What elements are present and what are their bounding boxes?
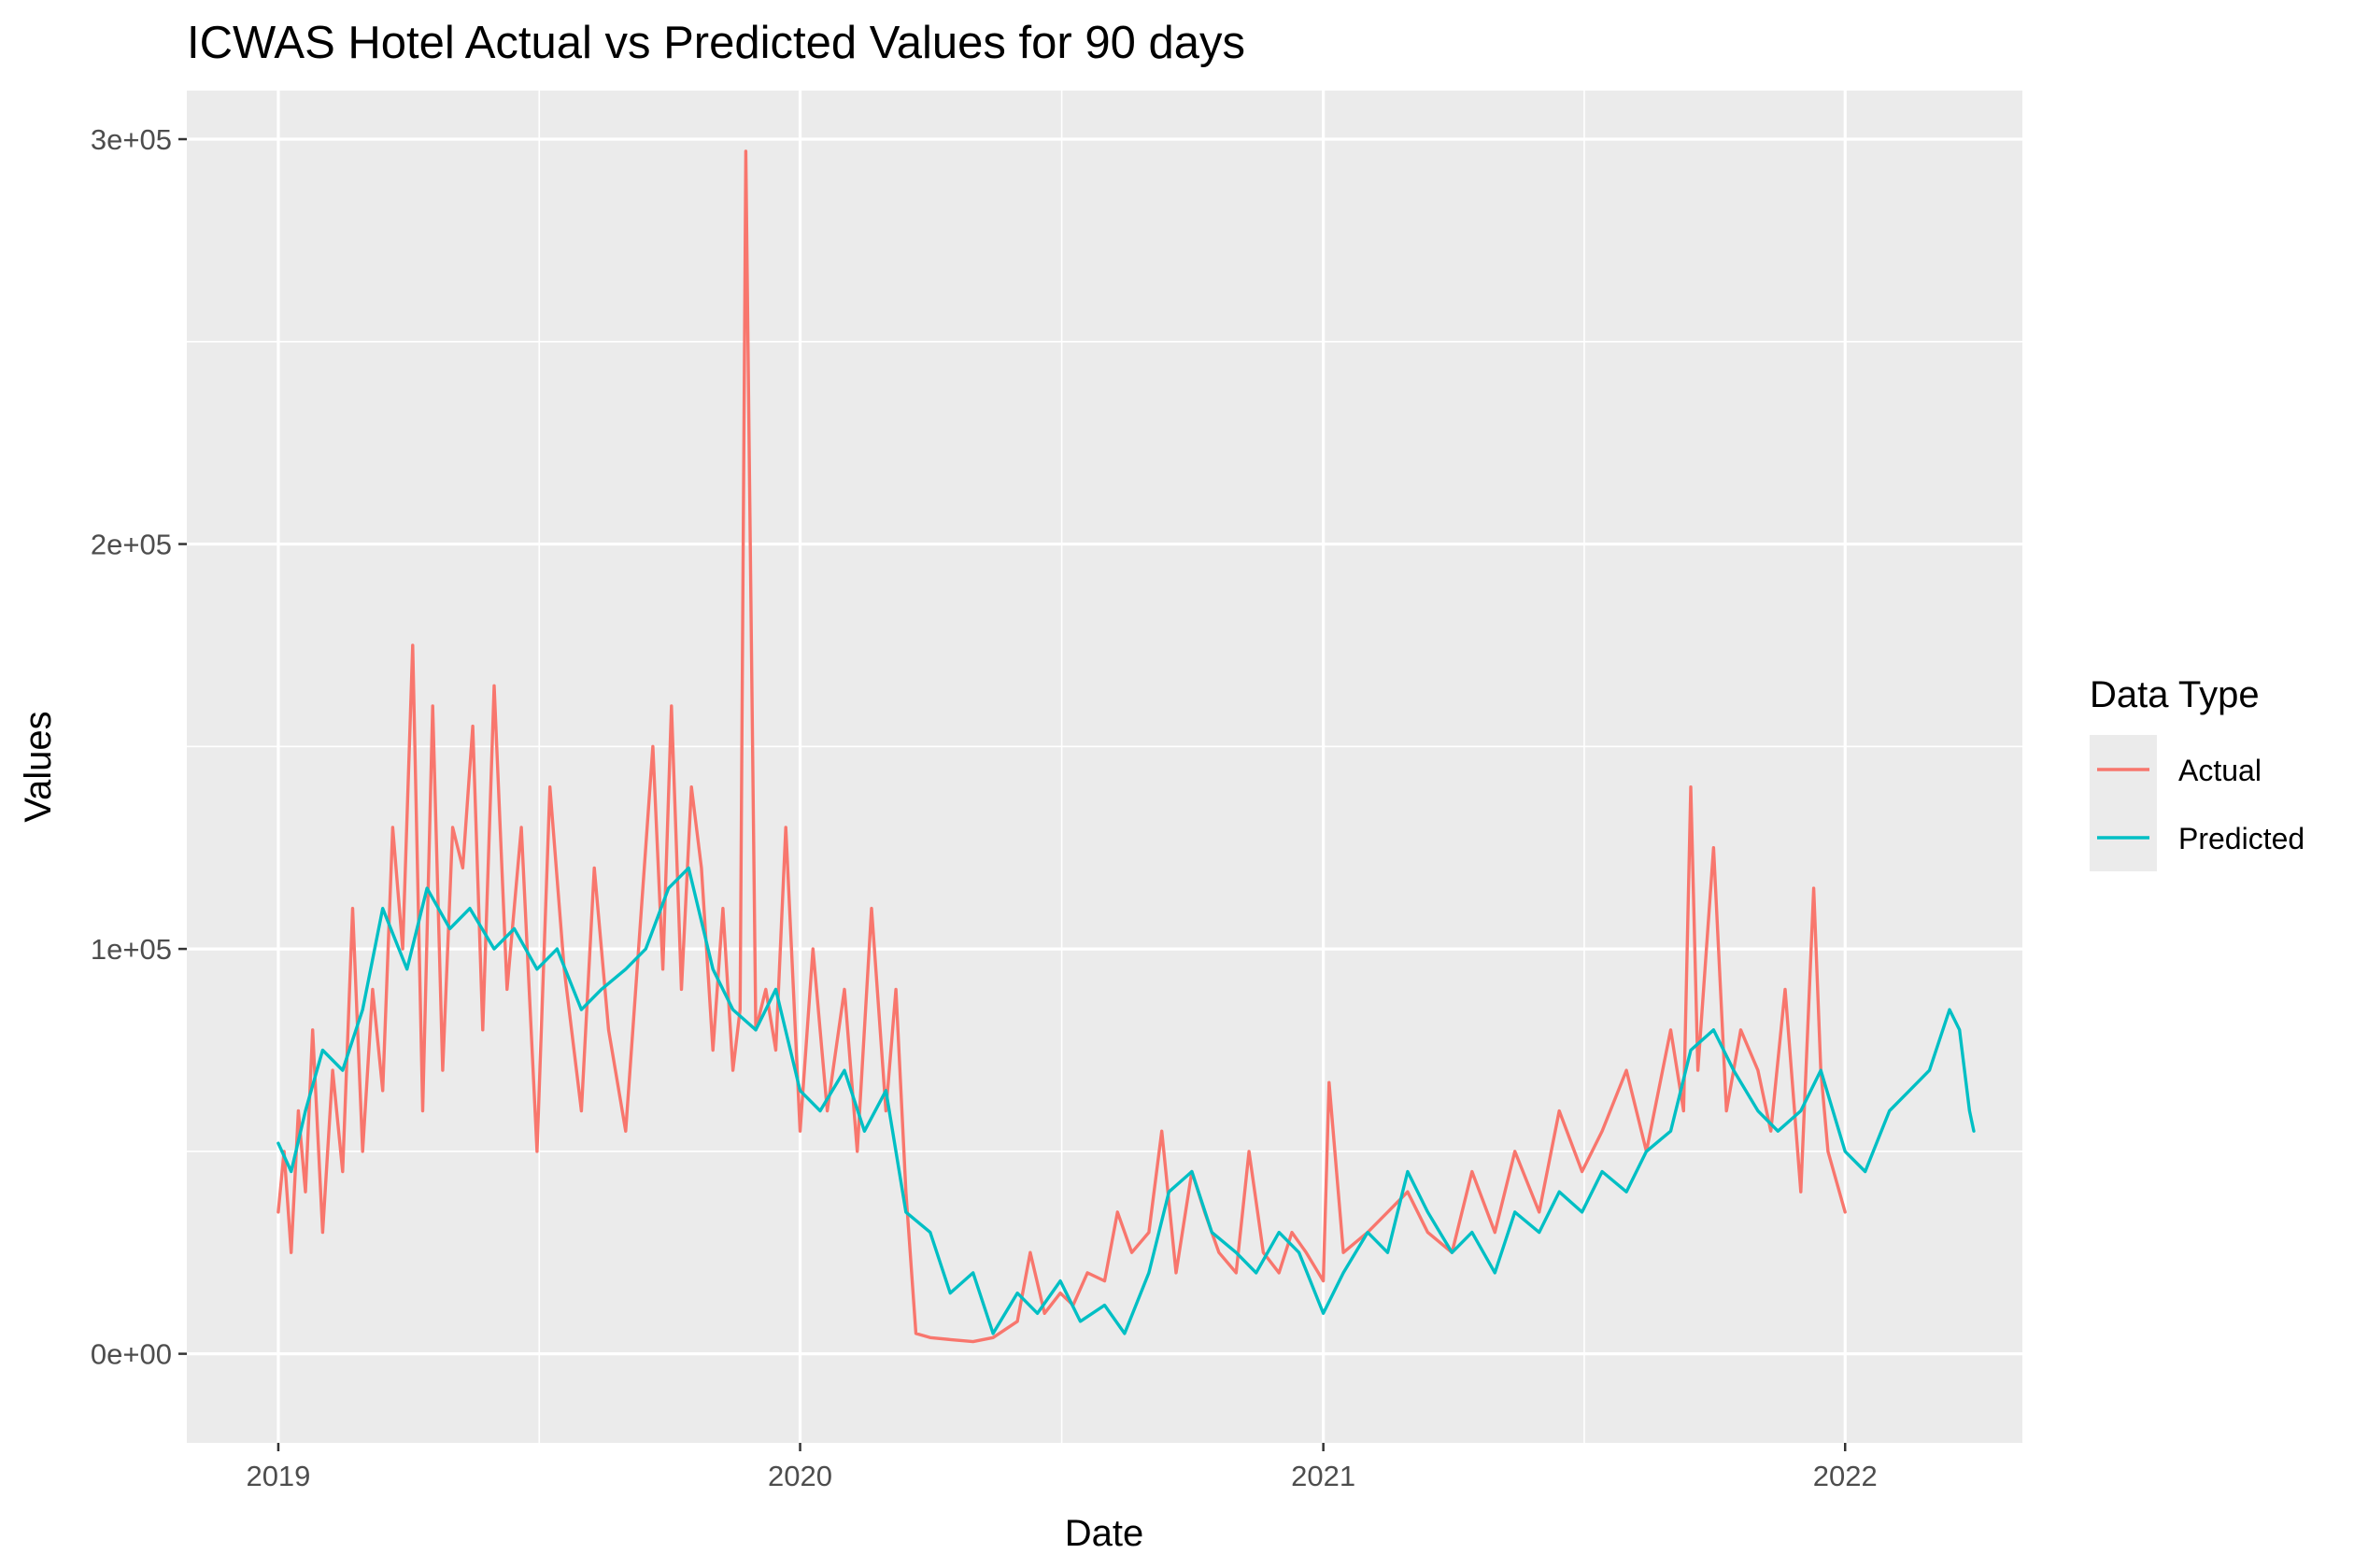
y-axis-title: Values — [18, 711, 59, 822]
series-layer — [277, 149, 1976, 1344]
legend-title: Data Type — [2090, 674, 2260, 715]
y-tick-label: 0e+00 — [91, 1338, 172, 1371]
x-tick-label: 2021 — [1291, 1460, 1355, 1492]
y-tick-label: 2e+05 — [91, 529, 172, 561]
legend-key-background — [2090, 735, 2157, 871]
chart-title: ICWAS Hotel Actual vs Predicted Values f… — [187, 18, 1245, 68]
series-line-predicted — [277, 866, 1976, 1335]
x-tick-label: 2022 — [1813, 1460, 1878, 1492]
legend-label-actual: Actual — [2178, 754, 2262, 787]
legend-label-predicted: Predicted — [2178, 822, 2304, 855]
legend: Data Type Actual Predicted — [2090, 674, 2304, 871]
x-tick-label: 2019 — [246, 1460, 310, 1492]
plot-panel — [187, 91, 2022, 1443]
series-line-actual — [277, 149, 1847, 1344]
x-tick-label: 2020 — [768, 1460, 832, 1492]
x-axis-title: Date — [1065, 1513, 1144, 1554]
y-tick-label: 1e+05 — [91, 933, 172, 966]
axes: 2019 2020 2021 2022 0e+00 1e+05 2e+05 3e+05 — [91, 123, 1878, 1492]
y-tick-label: 3e+05 — [91, 123, 172, 156]
